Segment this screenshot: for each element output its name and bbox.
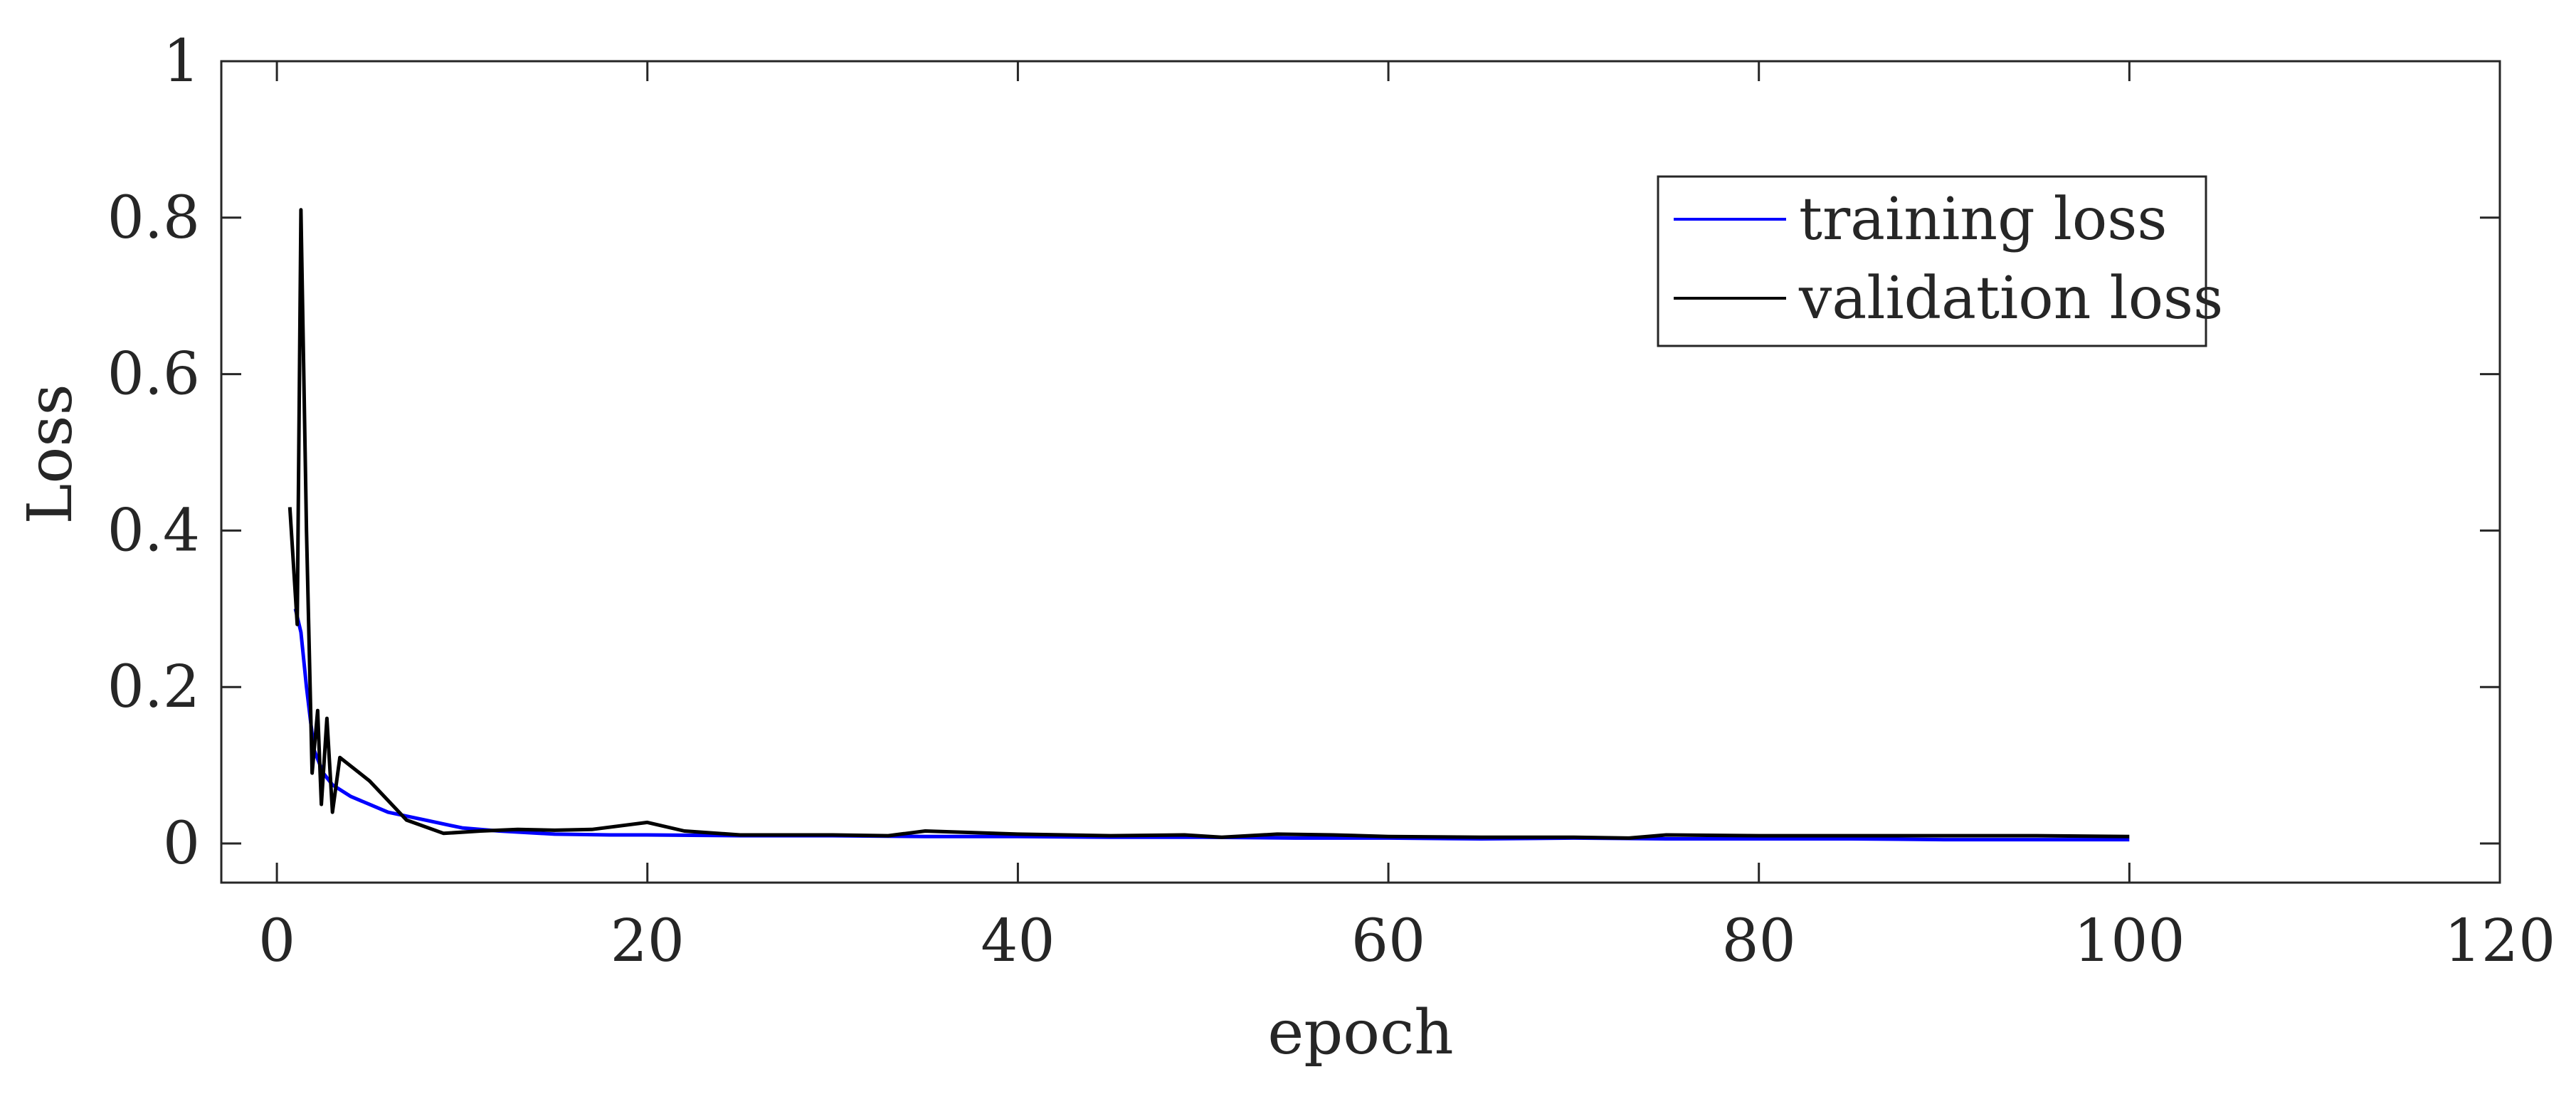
y-tick-label: 0.4 bbox=[107, 497, 200, 564]
legend-label-validation-loss: validation loss bbox=[1798, 265, 2223, 332]
y-tick-label: 0.8 bbox=[107, 184, 200, 252]
axis-ticks bbox=[221, 60, 2501, 883]
plot-lines bbox=[287, 208, 2130, 842]
x-tick-label: 0 bbox=[258, 908, 295, 975]
y-tick-label: 0.6 bbox=[107, 341, 200, 409]
x-tick-label: 40 bbox=[981, 908, 1055, 975]
y-axis-label: Loss bbox=[15, 384, 86, 524]
series-line-validation-loss bbox=[287, 208, 2130, 840]
x-tick-label: 120 bbox=[2444, 908, 2556, 975]
axis-tick-labels: 0 20 40 60 80 100 120 0 0.2 0.4 0.6 0.8 1 bbox=[107, 28, 2556, 975]
x-tick-label: 60 bbox=[1351, 908, 1425, 975]
y-tick-label: 0.2 bbox=[107, 653, 200, 721]
plot-area-frame bbox=[220, 60, 2501, 884]
legend-label-training-loss: training loss bbox=[1799, 186, 2167, 253]
x-tick-label: 100 bbox=[2074, 908, 2185, 975]
x-tick-label: 80 bbox=[1722, 908, 1796, 975]
y-tick-label: 0 bbox=[163, 810, 200, 878]
legend: training loss validation loss bbox=[1657, 175, 2223, 347]
x-tick-label: 20 bbox=[611, 908, 685, 975]
legend-box bbox=[1657, 175, 2207, 347]
y-tick-label: 1 bbox=[163, 28, 200, 95]
x-axis-label: epoch bbox=[1267, 997, 1453, 1068]
